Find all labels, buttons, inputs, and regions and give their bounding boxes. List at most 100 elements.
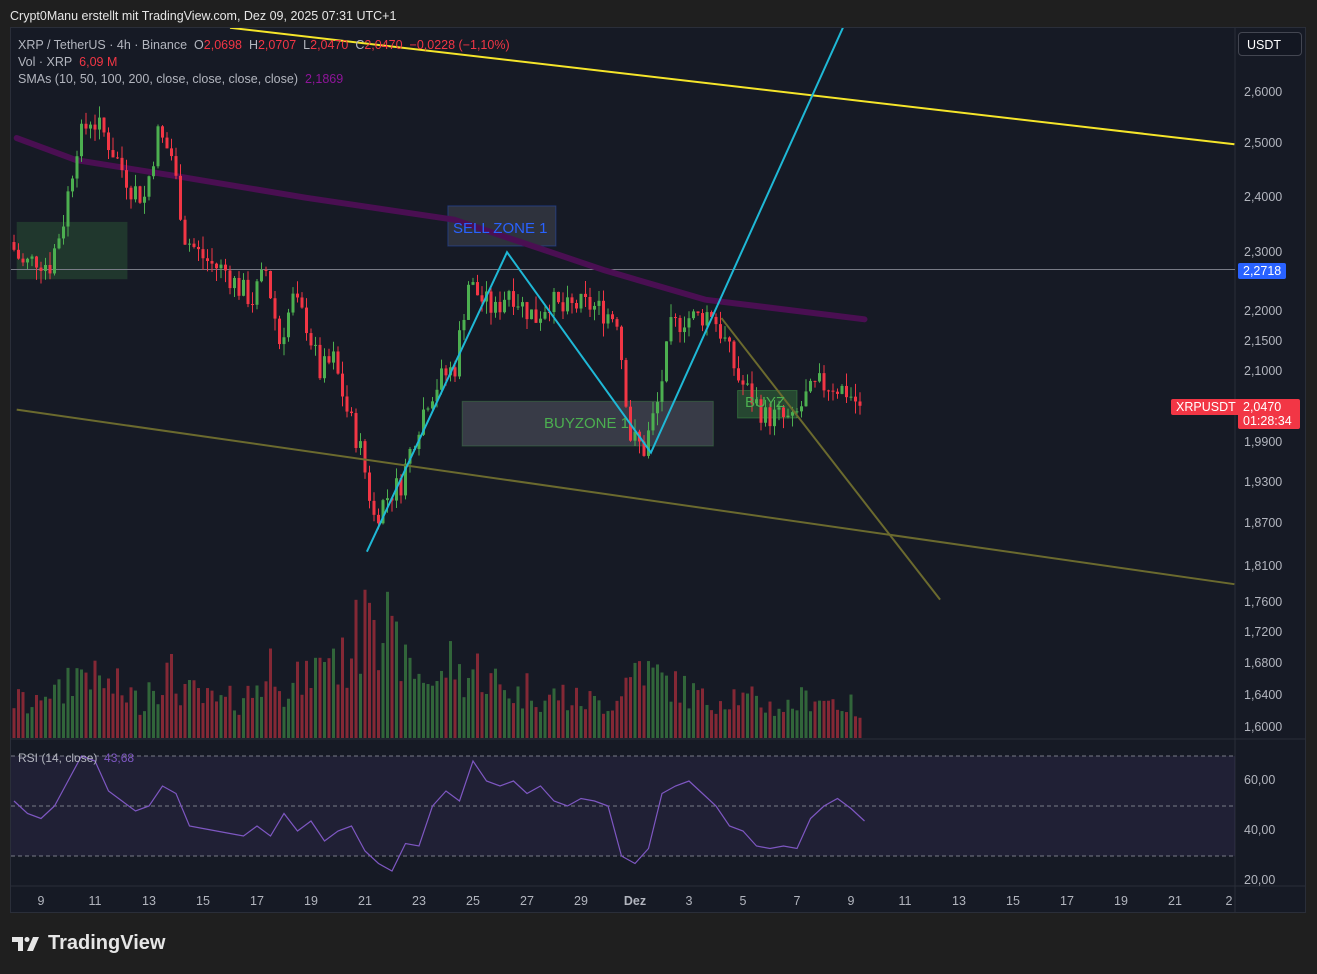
- candle-body: [683, 327, 686, 333]
- candle-body: [251, 304, 254, 306]
- volume-bar: [642, 685, 646, 738]
- symbol-name[interactable]: XRP / TetherUS · 4h · Binance: [18, 38, 188, 52]
- volume-bar: [507, 698, 511, 738]
- volume-bar: [530, 700, 533, 738]
- candle-body: [359, 441, 362, 448]
- candle-body: [611, 314, 614, 320]
- volume-bar: [336, 684, 340, 738]
- volume-bar: [791, 708, 794, 738]
- candle-body: [89, 124, 92, 129]
- candle-body: [354, 413, 358, 448]
- sma-label: SMAs (10, 50, 100, 200, close, close, cl…: [18, 72, 298, 86]
- candle-body: [813, 380, 817, 382]
- volume-bar: [215, 701, 218, 738]
- candle-body: [116, 157, 119, 159]
- candle-body: [728, 337, 731, 342]
- volume-bar: [647, 661, 650, 738]
- candle-body: [188, 243, 191, 245]
- volume-bar: [755, 695, 758, 738]
- volume-bar: [737, 705, 740, 738]
- candle-body: [575, 303, 578, 309]
- volume-bar: [251, 697, 254, 738]
- volume-bar: [471, 669, 475, 738]
- candle-body: [552, 291, 556, 313]
- volume-bar: [422, 682, 425, 738]
- candle-body: [620, 326, 623, 361]
- volume-bar: [359, 673, 362, 738]
- volume-bar: [566, 710, 569, 738]
- candle-body: [192, 243, 196, 247]
- volume-bar: [323, 662, 326, 738]
- volume-bar: [30, 707, 34, 738]
- candle-body: [453, 367, 457, 377]
- price-tick: 2,2000: [1244, 303, 1283, 318]
- candle-body: [156, 126, 160, 167]
- price-tick: 1,9900: [1244, 434, 1283, 449]
- volume-bar: [431, 685, 434, 738]
- change-value: −0,0228 (−1,10%): [409, 38, 510, 52]
- volume-bar: [282, 706, 286, 738]
- volume-bar: [363, 589, 367, 738]
- volume-bar: [12, 708, 16, 738]
- volume-bar: [404, 644, 407, 738]
- candle-body: [570, 297, 574, 304]
- volume-bar: [161, 695, 164, 738]
- volume-bar: [687, 708, 691, 738]
- volume-bar: [435, 681, 439, 738]
- candle-body: [503, 299, 506, 313]
- rsi-label: RSI (14, close): [18, 751, 98, 765]
- candle-body: [710, 312, 713, 317]
- volume-bar: [390, 615, 394, 738]
- volume-bar: [777, 708, 781, 738]
- tradingview-logo[interactable]: TradingView: [12, 932, 165, 955]
- volume-bar: [696, 690, 700, 738]
- rsi-legend[interactable]: RSI (14, close) 43,68: [18, 751, 134, 765]
- candle-body: [323, 356, 326, 379]
- volume-bar: [521, 708, 524, 738]
- candle-body: [93, 124, 97, 130]
- candle-body: [777, 407, 781, 410]
- volume-bar: [476, 653, 479, 738]
- date-tick: 15: [1006, 894, 1020, 908]
- volume-bar: [39, 700, 43, 738]
- candle-body: [386, 498, 389, 501]
- chart-panel[interactable]: [10, 27, 1306, 913]
- volume-bar: [66, 667, 70, 738]
- candle-body: [678, 317, 682, 333]
- candle-body: [300, 297, 304, 308]
- volume-bar: [795, 710, 799, 738]
- price-tick: 2,1000: [1244, 364, 1283, 379]
- currency-button[interactable]: USDT: [1238, 32, 1302, 56]
- candle-body: [669, 317, 673, 342]
- volume-bar: [759, 707, 763, 738]
- volume-bar: [156, 704, 160, 738]
- chart-credit: Crypt0Manu erstellt mit TradingView.com,…: [10, 9, 397, 23]
- candle-body: [584, 293, 587, 298]
- sma-legend[interactable]: SMAs (10, 50, 100, 200, close, close, cl…: [18, 72, 343, 86]
- candle-body: [606, 314, 610, 324]
- candle-body: [246, 279, 250, 305]
- volume-bar: [368, 602, 371, 738]
- volume-bar: [246, 685, 250, 738]
- volume-bar: [557, 700, 560, 738]
- candle-body: [30, 256, 34, 259]
- volume-bar: [350, 658, 353, 738]
- candle-body: [498, 301, 502, 313]
- candle-body: [107, 132, 110, 151]
- volume-legend[interactable]: Vol · XRP 6,09 M: [18, 55, 117, 69]
- volume-bar: [561, 684, 565, 738]
- candle-body: [615, 319, 619, 327]
- candle-body: [125, 170, 128, 188]
- volume-bar: [62, 703, 65, 738]
- sma-value: 2,1869: [304, 72, 344, 86]
- zigzag-pattern-line: [365, 28, 844, 553]
- volume-bar: [233, 710, 236, 738]
- volume-bar: [723, 709, 727, 738]
- candle-body: [665, 341, 668, 382]
- date-tick: 11: [898, 894, 912, 908]
- volume-bar: [260, 696, 263, 738]
- volume-bar: [669, 701, 673, 738]
- candle-body: [624, 360, 628, 407]
- volume-bar: [633, 662, 637, 738]
